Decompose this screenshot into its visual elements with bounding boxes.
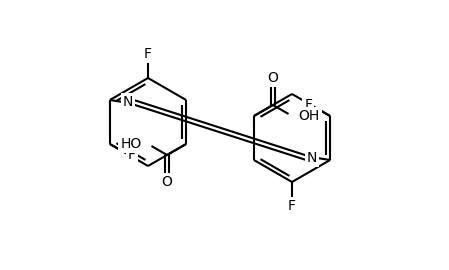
Text: OH: OH: [299, 109, 320, 123]
Text: N: N: [307, 151, 317, 165]
Text: O: O: [162, 175, 172, 189]
Text: N: N: [123, 95, 133, 109]
Text: F: F: [144, 47, 152, 61]
Text: F: F: [288, 199, 296, 213]
Text: O: O: [268, 71, 278, 85]
Text: F: F: [128, 148, 136, 162]
Text: HO: HO: [120, 137, 141, 151]
Text: F: F: [304, 98, 312, 112]
